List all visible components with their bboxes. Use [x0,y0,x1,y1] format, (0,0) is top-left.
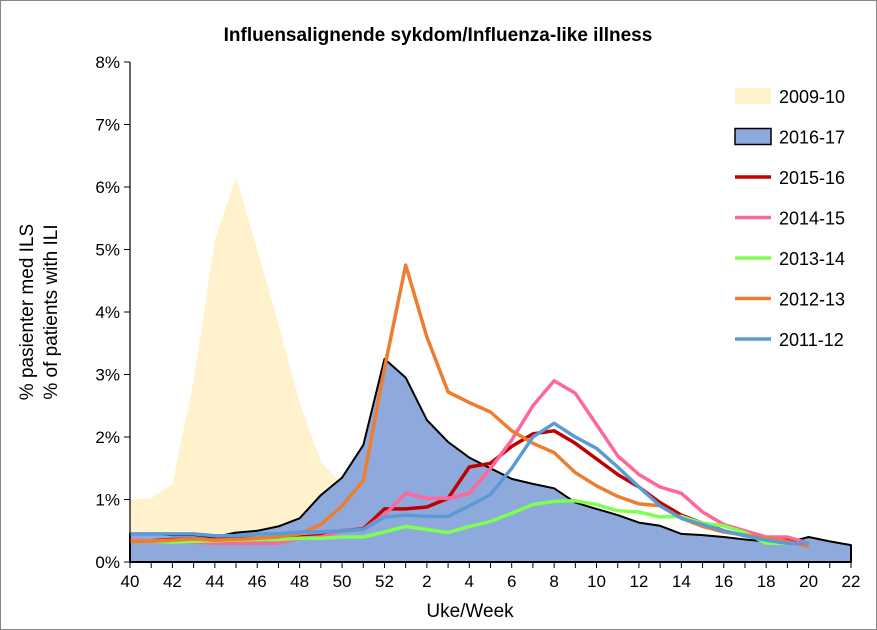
chart-title: Influensalignende sykdom/Influenza-like … [224,25,653,46]
y-tick-label: 4% [95,303,120,322]
x-tick-label: 50 [333,572,352,591]
legend-label-2009-10: 2009-10 [779,87,845,107]
y-tick-label: 6% [95,178,120,197]
x-tick-label: 20 [799,572,818,591]
y-tick-label: 3% [95,366,120,385]
line-series-2014-15 [129,379,810,546]
y-axis-label-line1: % pasienter med ILS [17,224,38,400]
x-tick-label: 46 [248,572,267,591]
x-tick-label: 48 [290,572,309,591]
legend-swatch-2016-17 [734,127,772,146]
x-axis-label: Uke/Week [426,601,514,622]
y-tick-label: 1% [95,491,120,510]
y-axis-label-line2: % of patients with ILI [41,224,62,399]
y-tick-label: 5% [95,241,120,260]
y-tick-label: 8% [95,53,120,72]
legend-label-2015-16: 2015-16 [779,168,845,188]
x-tick-label: 12 [629,572,648,591]
legend-label-2013-14: 2013-14 [779,249,845,269]
x-tick-label: 16 [714,572,733,591]
x-tick-label: 6 [507,572,516,591]
x-tick-label: 8 [549,572,558,591]
x-tick-label: 10 [587,572,606,591]
x-tick-label: 42 [163,572,182,591]
x-tick-label: 4 [465,572,474,591]
y-tick-label: 2% [95,428,120,447]
x-tick-label: 22 [842,572,861,591]
x-tick-label: 40 [121,572,140,591]
area-series-2009-10 [130,177,343,562]
axes: 0%1%2%3%4%5%6%7%8%40 42 44 46 48 50 52 2 4 6 8 10 12… [95,53,860,591]
plot-area [129,177,852,563]
legend-label-2011-12: 2011-12 [779,330,844,350]
y-tick-label: 0% [95,553,120,572]
x-tick-label: 44 [205,572,224,591]
line-series-2011-12 [130,421,809,546]
legend: 2009-10 2016-17 2015-16 2014-15 2013-14 2012-… [734,87,845,350]
x-tick-label: 52 [375,572,394,591]
legend-label-2012-13: 2012-13 [779,290,845,310]
legend-swatch-2009-10 [735,88,771,104]
x-tick-label: 18 [757,572,776,591]
legend-label-2014-15: 2014-15 [779,209,845,229]
x-tick-label: 2 [422,572,431,591]
y-tick-label: 7% [95,116,120,135]
x-tick-label: 14 [672,572,691,591]
legend-label-2016-17: 2016-17 [779,128,845,148]
